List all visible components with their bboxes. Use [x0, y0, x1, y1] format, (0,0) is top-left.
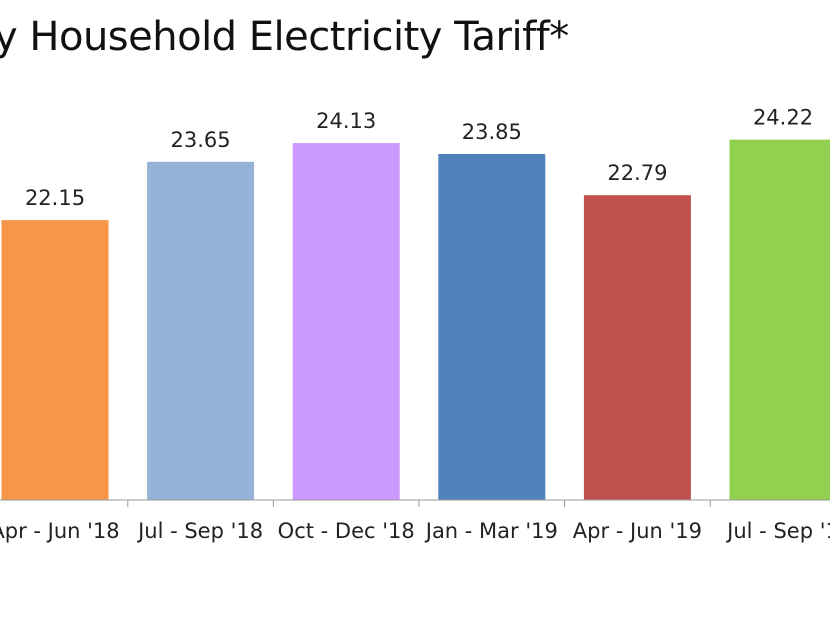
x-tick-label-6: Jul - Sep '1 [725, 519, 830, 543]
x-tick-label-4: Jan - Mar '19 [424, 519, 558, 543]
bar-2 [147, 161, 255, 501]
bar-value-label-2: 23.65 [171, 128, 231, 152]
x-axis: Apr - Jun '18 Jul - Sep '18 Oct - Dec '18 J… [0, 499, 830, 543]
x-tick-label-5: Apr - Jun '19 [573, 519, 702, 543]
x-tick-label-2: Jul - Sep '18 [136, 519, 263, 543]
bar-value-label-4: 23.85 [462, 120, 522, 144]
bar-value-label-1: 22.15 [25, 186, 85, 210]
x-tick-label-3: Oct - Dec '18 [278, 519, 415, 543]
bar-4 [438, 154, 546, 500]
bar-value-label-3: 24.13 [316, 109, 376, 133]
bars-layer [1, 139, 830, 501]
bar-6 [729, 139, 830, 500]
bar-value-label-6: 24.22 [753, 106, 813, 130]
bar-5 [583, 195, 691, 500]
chart-title: y Household Electricity Tariff* [0, 14, 569, 60]
bar-value-label-5: 22.79 [607, 161, 667, 185]
x-tick-label-1: Apr - Jun '18 [0, 519, 120, 543]
bar-3 [292, 143, 400, 500]
value-labels-layer: 22.15 23.65 24.13 23.85 22.79 24.22 [25, 106, 813, 211]
bar-1 [1, 220, 109, 500]
